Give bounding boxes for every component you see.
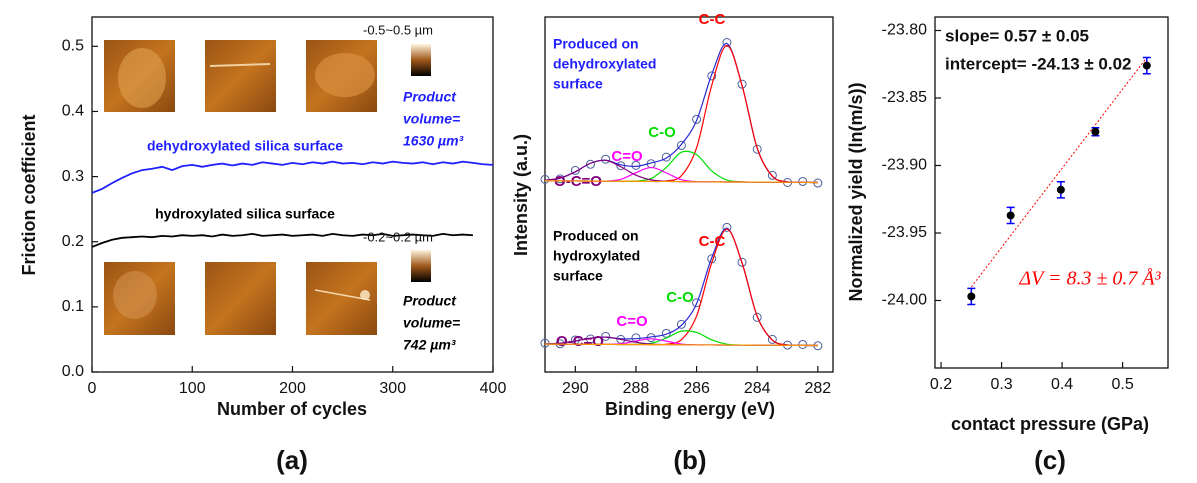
sample-label: hydroxylated: [553, 248, 640, 264]
panel-label: (c): [1034, 445, 1066, 475]
y-tick-label: 0.0: [62, 363, 84, 380]
volume-label: 742 µm³: [403, 337, 456, 353]
afm-feature: [315, 53, 375, 97]
y-tick-label: 0.5: [62, 38, 84, 55]
sample-label: surface: [553, 268, 603, 284]
x-tick-label: 290: [562, 380, 589, 397]
series-label: C-O: [666, 289, 694, 306]
volume-label: Product: [403, 89, 457, 105]
y-axis-label: Friction coefficient: [19, 114, 39, 275]
x-tick-label: 0: [88, 380, 97, 397]
data-point: [1143, 62, 1151, 70]
series-label: C=O: [616, 313, 648, 330]
y-tick-label: 0.1: [62, 298, 84, 315]
x-tick-label: 300: [379, 380, 406, 397]
x-axis-label: contact pressure (GPa): [951, 414, 1149, 434]
afm-feature: [360, 290, 370, 300]
color-bar: [411, 250, 431, 282]
y-tick-label: -23.95: [882, 224, 927, 241]
y-tick-label: 0.3: [62, 168, 84, 185]
volume-label: volume=: [403, 111, 460, 127]
volume-label: volume=: [403, 315, 460, 331]
data-point: [1007, 211, 1015, 219]
data-point: [967, 292, 975, 300]
x-tick-label: 0.5: [1111, 376, 1133, 393]
afm-feature: [113, 271, 157, 319]
volume-label: Product: [403, 293, 457, 309]
sample-label: Produced on: [553, 36, 639, 52]
x-tick-label: 400: [480, 380, 507, 397]
y-tick-label: -24.00: [882, 292, 927, 309]
series-label: O-C=O: [556, 333, 604, 350]
series-label: C-C: [699, 233, 726, 250]
x-axis-label: Number of cycles: [217, 399, 367, 419]
y-tick-label: -23.90: [882, 157, 927, 174]
x-axis-label: Binding energy (eV): [605, 399, 775, 419]
x-tick-label: 288: [623, 380, 650, 397]
sample-label: surface: [553, 76, 603, 92]
y-axis-label: Intensity (a.u.): [511, 134, 531, 256]
figure: 0 100 200 300 400 0.0 0.1 0.2 0.3 0.4 0.5 Number of…: [0, 0, 1197, 483]
x-tick-label: 284: [744, 380, 771, 397]
x-tick-label: 200: [279, 380, 306, 397]
sample-label: dehydroxylated: [553, 56, 656, 72]
x-tick-label: 0.4: [1051, 376, 1073, 393]
y-tick-label: -23.85: [882, 89, 927, 106]
x-tick-label: 100: [179, 380, 206, 397]
series-label: C-C: [699, 11, 726, 28]
series-label: C=O: [611, 148, 643, 165]
y-tick-label: 0.4: [62, 103, 84, 120]
fit-parameter: intercept= -24.13 ± 0.02: [945, 54, 1132, 73]
afm-image: [205, 40, 276, 112]
volume-label: 1630 µm³: [403, 133, 464, 149]
sample-label: Produced on: [553, 228, 639, 244]
x-tick-label: 282: [804, 380, 831, 397]
x-tick-label: 0.3: [990, 376, 1012, 393]
data-point: [1091, 128, 1099, 136]
y-tick-label: 0.2: [62, 233, 84, 250]
data-point: [1057, 186, 1065, 194]
afm-feature: [118, 48, 166, 108]
x-tick-label: 286: [683, 380, 710, 397]
x-tick-label: 0.2: [930, 376, 952, 393]
y-tick-label: -23.80: [882, 22, 927, 39]
activation-volume: ΔV = 8.3 ± 0.7 Å³: [1018, 268, 1161, 290]
afm-image: [205, 262, 276, 335]
series-label: hydroxylated silica surface: [155, 206, 335, 222]
fit-parameter: slope= 0.57 ± 0.05: [945, 26, 1089, 45]
color-bar: [411, 44, 431, 76]
y-axis-label: Normalized yield (ln(m/s)): [846, 82, 866, 301]
panel-label: (a): [276, 445, 308, 475]
scale-label: -0.5~0.5 µm: [363, 22, 433, 37]
scale-label: -0.2~0.2 µm: [363, 229, 433, 244]
series-label: C-O: [648, 124, 676, 141]
panel-label: (b): [673, 445, 706, 475]
series-label: dehydroxylated silica surface: [147, 138, 343, 154]
